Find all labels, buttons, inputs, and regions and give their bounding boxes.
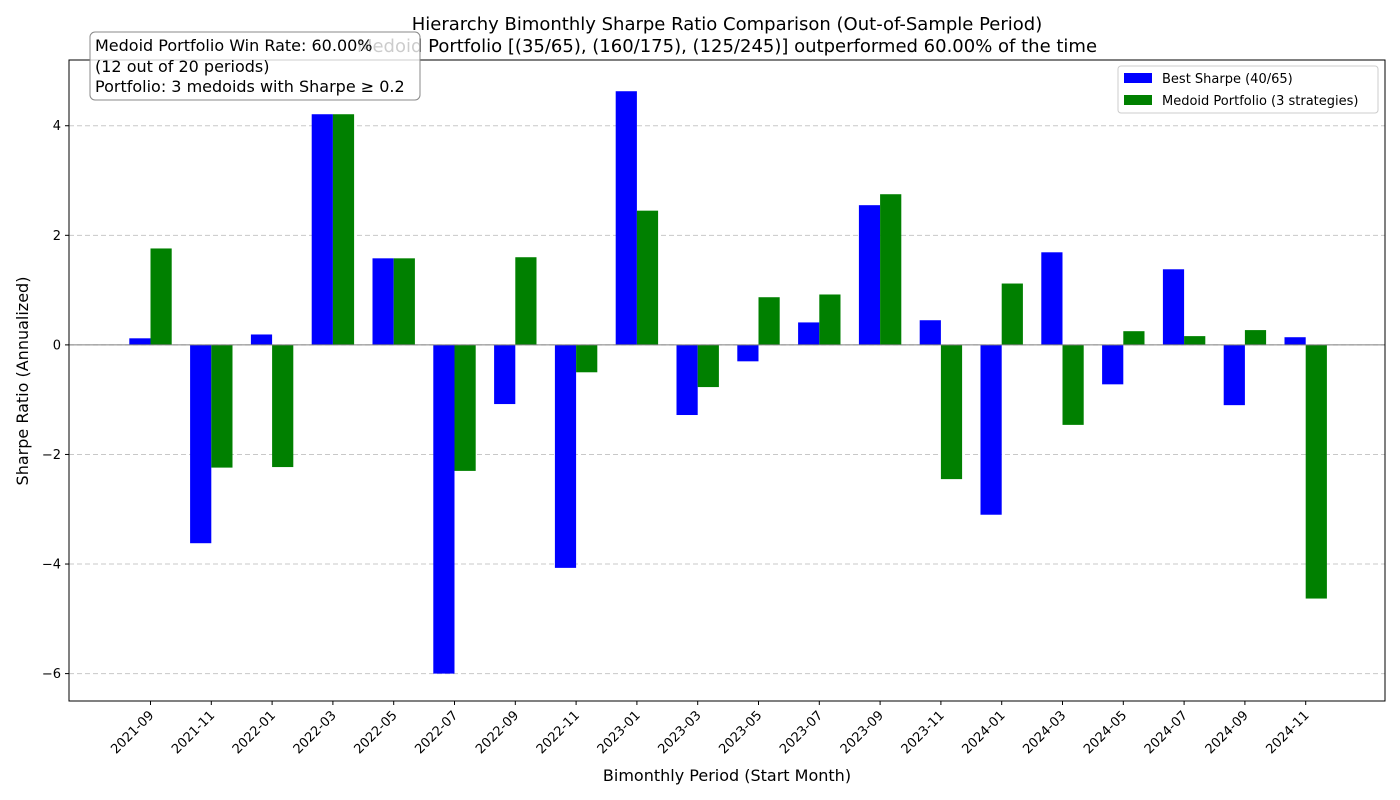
y-tick-label: 2 <box>53 229 61 244</box>
bar-medoid-portfolio <box>1305 344 1327 599</box>
bar-medoid-portfolio <box>880 194 902 345</box>
bar-best-sharpe <box>1284 337 1306 345</box>
chart-title: Hierarchy Bimonthly Sharpe Ratio Compari… <box>412 14 1043 35</box>
y-tick-label: −4 <box>42 558 61 573</box>
plot-frame <box>68 59 1386 702</box>
bar-medoid-portfolio <box>697 344 719 388</box>
bar-best-sharpe <box>1102 344 1124 385</box>
bar-best-sharpe <box>615 91 637 345</box>
bar-medoid-portfolio <box>211 344 233 468</box>
bar-best-sharpe <box>980 344 1002 515</box>
y-tick-label: −2 <box>42 448 61 463</box>
info-period-count: (12 out of 20 periods) <box>95 57 269 76</box>
legend: Best Sharpe (40/65) Medoid Portfolio (3 … <box>1117 65 1379 114</box>
bar-best-sharpe <box>1223 344 1245 406</box>
bar-best-sharpe <box>858 205 881 345</box>
bars <box>129 91 1327 674</box>
bar-best-sharpe <box>1162 269 1185 345</box>
bar-medoid-portfolio <box>454 344 476 471</box>
legend-swatch-best-sharpe <box>1124 73 1152 83</box>
bar-best-sharpe <box>919 320 941 345</box>
bar-medoid-portfolio <box>1184 336 1206 345</box>
y-tick-label: 0 <box>53 338 61 353</box>
chart-subtitle: Medoid Portfolio [(35/65), (160/175), (1… <box>357 36 1097 57</box>
legend-swatch-medoid-portfolio <box>1124 95 1152 105</box>
bar-medoid-portfolio <box>1001 283 1023 345</box>
bar-medoid-portfolio <box>576 344 598 373</box>
y-axis-ticks: −6 −4 −2 0 2 4 <box>42 119 69 682</box>
bar-best-sharpe <box>129 338 151 345</box>
legend-label-best-sharpe: Best Sharpe (40/65) <box>1162 72 1293 87</box>
info-box-frame <box>89 31 421 101</box>
bar-medoid-portfolio <box>758 297 780 345</box>
bar-medoid-portfolio <box>819 294 841 345</box>
bar-best-sharpe <box>676 344 698 416</box>
bar-best-sharpe <box>798 322 820 345</box>
bar-medoid-portfolio <box>272 344 294 468</box>
bar-best-sharpe <box>311 114 333 345</box>
bar-medoid-portfolio <box>515 257 537 345</box>
bar-best-sharpe <box>737 344 759 362</box>
bar-best-sharpe <box>494 344 516 405</box>
y-tick-label: 4 <box>53 119 61 134</box>
x-axis-label: Bimonthly Period (Start Month) <box>603 766 851 785</box>
bar-medoid-portfolio <box>150 248 172 345</box>
legend-frame <box>1117 65 1379 114</box>
bar-medoid-portfolio <box>393 258 415 345</box>
bar-medoid-portfolio <box>1123 331 1145 345</box>
bar-best-sharpe <box>433 344 455 674</box>
y-tick-label: −6 <box>42 667 61 682</box>
bar-best-sharpe <box>250 334 273 345</box>
bar-best-sharpe <box>190 344 212 544</box>
bar-best-sharpe <box>554 344 577 568</box>
bar-medoid-portfolio <box>1062 344 1084 425</box>
info-win-rate: Medoid Portfolio Win Rate: 60.00% <box>95 36 373 55</box>
bar-medoid-portfolio <box>636 210 659 345</box>
bar-medoid-portfolio <box>940 344 963 480</box>
legend-label-medoid-portfolio: Medoid Portfolio (3 strategies) <box>1162 94 1359 109</box>
info-portfolio: Portfolio: 3 medoids with Sharpe ≥ 0.2 <box>95 77 405 96</box>
bar-best-sharpe <box>1041 252 1063 345</box>
bar-medoid-portfolio <box>1244 330 1267 345</box>
bar-best-sharpe <box>372 258 394 345</box>
info-box: Medoid Portfolio Win Rate: 60.00% (12 ou… <box>89 31 421 101</box>
y-axis-label: Sharpe Ratio (Annualized) <box>13 277 32 486</box>
bar-medoid-portfolio <box>332 114 355 345</box>
